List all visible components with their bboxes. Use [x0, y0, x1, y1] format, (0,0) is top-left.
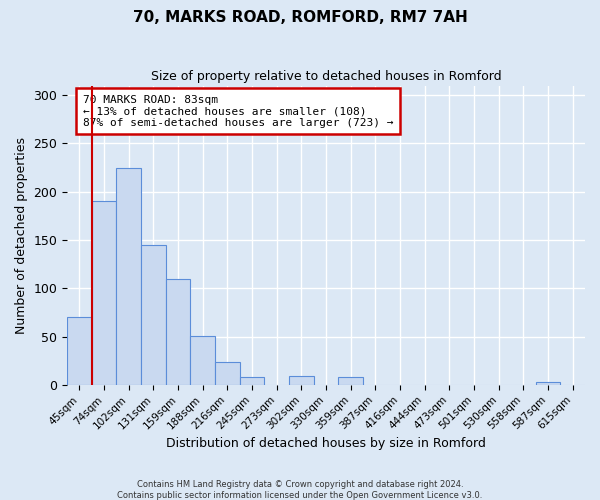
Bar	[166, 278, 190, 385]
Bar	[141, 245, 166, 385]
Bar	[215, 362, 240, 385]
Text: Contains HM Land Registry data © Crown copyright and database right 2024.
Contai: Contains HM Land Registry data © Crown c…	[118, 480, 482, 500]
Title: Size of property relative to detached houses in Romford: Size of property relative to detached ho…	[151, 70, 502, 83]
Bar	[338, 377, 363, 385]
X-axis label: Distribution of detached houses by size in Romford: Distribution of detached houses by size …	[166, 437, 486, 450]
Bar	[536, 382, 560, 385]
Bar	[67, 318, 92, 385]
Bar	[116, 168, 141, 385]
Bar	[289, 376, 314, 385]
Text: 70, MARKS ROAD, ROMFORD, RM7 7AH: 70, MARKS ROAD, ROMFORD, RM7 7AH	[133, 10, 467, 25]
Y-axis label: Number of detached properties: Number of detached properties	[15, 136, 28, 334]
Bar	[240, 377, 265, 385]
Bar	[92, 202, 116, 385]
Bar	[190, 336, 215, 385]
Text: 70 MARKS ROAD: 83sqm
← 13% of detached houses are smaller (108)
87% of semi-deta: 70 MARKS ROAD: 83sqm ← 13% of detached h…	[83, 94, 393, 128]
